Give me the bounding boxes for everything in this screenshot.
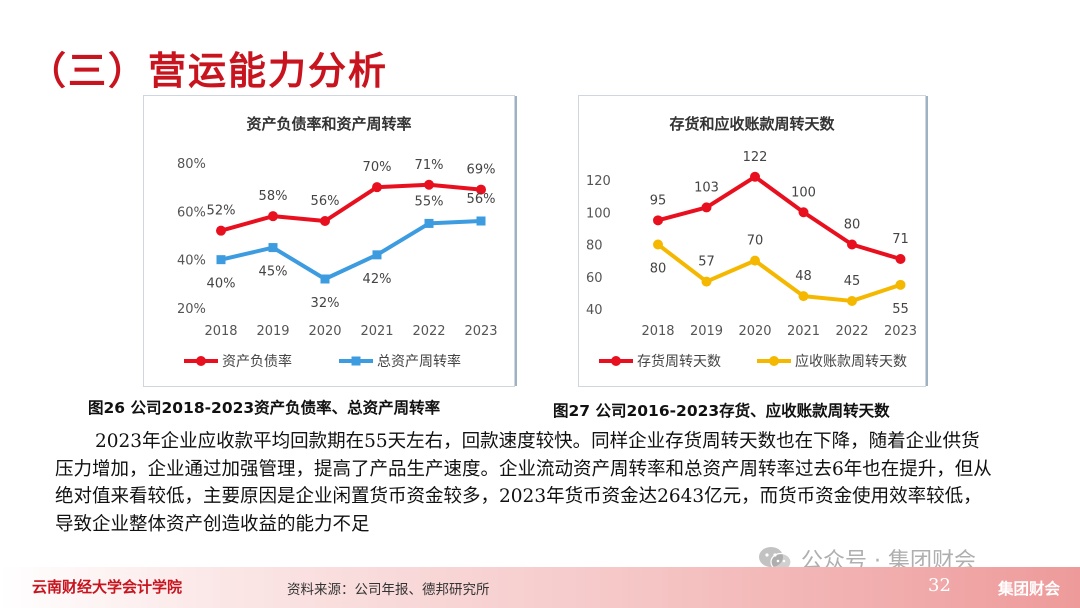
series-line — [656, 242, 902, 303]
series-line — [220, 219, 482, 281]
data-point — [750, 255, 760, 266]
series-line — [220, 182, 482, 233]
data-label: 80 — [844, 218, 861, 233]
data-point — [268, 243, 278, 253]
legend-marker — [196, 356, 206, 366]
data-label: 71% — [415, 158, 444, 173]
data-point — [798, 207, 809, 218]
data-label: 45 — [844, 274, 861, 289]
data-label: 100 — [791, 185, 816, 200]
data-point — [268, 211, 278, 222]
chart-title: 存货和应收账款周转天数 — [669, 115, 835, 133]
data-point — [216, 225, 226, 236]
footer-school: 云南财经大学会计学院 — [32, 578, 183, 596]
data-label: 55% — [415, 194, 444, 209]
data-point — [372, 250, 382, 260]
data-label: 56% — [467, 192, 496, 207]
chart-inventory-receivables: 存货和应收账款周转天数 40 60 80 100 120 2018 2019 2020 2021 2… — [578, 95, 928, 387]
legend-label: 应收账款周转天数 — [795, 353, 907, 370]
y-tick-label: 100 — [586, 206, 611, 221]
data-label: 70 — [747, 234, 764, 249]
data-point — [653, 215, 663, 226]
legend-marker — [611, 356, 621, 366]
data-point — [476, 184, 486, 195]
data-label: 57 — [698, 255, 715, 270]
data-label: 122 — [743, 150, 768, 165]
series-line — [657, 174, 902, 261]
y-tick-label: 80 — [586, 239, 603, 254]
analysis-paragraph-container: 2023年企业应收款平均回款期在55天左右，回款速度较快。同样企业存货周转天数也… — [55, 428, 995, 538]
x-tick-label: 2022 — [412, 324, 445, 339]
x-tick-label: 2021 — [360, 324, 393, 339]
y-tick-label: 80% — [177, 157, 206, 172]
y-tick-label: 120 — [586, 174, 611, 189]
data-point — [847, 239, 857, 250]
data-label: 32% — [311, 296, 340, 311]
x-tick-label: 2018 — [641, 324, 674, 339]
data-point — [798, 291, 809, 302]
footer-bar: 云南财经大学会计学院 资料来源：公司年报、德邦研究所 32 集团财会 — [0, 567, 1080, 608]
legend-label: 资产负债率 — [222, 353, 292, 370]
x-tick-label: 2023 — [884, 324, 917, 339]
y-tick-label: 20% — [177, 302, 206, 317]
data-point — [216, 255, 226, 265]
chart-inventory-receivables-caption: 图27 公司2016-2023存货、应收账款周转天数 — [553, 402, 890, 420]
data-point — [895, 279, 906, 290]
x-tick-label: 2020 — [738, 324, 771, 339]
data-point — [320, 274, 330, 284]
x-tick-label: 2023 — [464, 324, 497, 339]
data-label: 58% — [259, 189, 288, 204]
footer-source: 资料来源：公司年报、德邦研究所 — [287, 582, 490, 598]
chart-debt-turnover-caption: 图26 公司2018-2023资产负债率、总资产周转率 — [88, 399, 441, 417]
data-point — [895, 254, 906, 265]
data-point — [424, 218, 434, 228]
data-point — [372, 182, 382, 193]
data-point — [701, 276, 712, 287]
data-point — [424, 179, 434, 190]
data-label: 69% — [467, 163, 496, 178]
data-point — [701, 202, 712, 213]
data-label: 70% — [363, 160, 392, 175]
legend-marker — [351, 356, 361, 366]
x-tick-label: 2019 — [256, 324, 289, 339]
data-label: 71 — [892, 232, 909, 247]
data-point — [750, 171, 760, 182]
chart-title: 资产负债率和资产周转率 — [246, 115, 411, 133]
data-point — [476, 216, 486, 226]
data-label: 48 — [795, 269, 812, 284]
slide-title: （三）营运能力分析 — [28, 49, 389, 93]
data-label: 42% — [363, 272, 392, 287]
x-tick-label: 2021 — [787, 324, 820, 339]
data-label: 56% — [311, 194, 340, 209]
data-label: 55 — [892, 302, 909, 317]
analysis-paragraph: 2023年企业应收款平均回款期在55天左右，回款速度较快。同样企业存货周转天数也… — [55, 431, 992, 535]
data-label: 45% — [259, 265, 288, 280]
data-label: 52% — [207, 204, 236, 219]
x-tick-label: 2018 — [204, 324, 237, 339]
y-tick-label: 40% — [177, 254, 206, 269]
data-point — [320, 216, 330, 226]
legend-label: 存货周转天数 — [637, 353, 721, 370]
footer-brand: 集团财会 — [998, 580, 1061, 598]
page-number: 32 — [928, 575, 951, 596]
y-tick-label: 40 — [586, 303, 603, 318]
wechat-icon — [759, 547, 792, 572]
x-tick-label: 2022 — [835, 324, 868, 339]
data-label: 103 — [694, 180, 719, 195]
data-point — [653, 239, 663, 250]
y-tick-label: 60% — [177, 205, 206, 220]
chart-debt-turnover: 资产负债率和资产周转率 20% 40% 60% 80% 2018 2019 2020 2021 2… — [143, 95, 517, 387]
data-point — [847, 295, 857, 306]
data-label: 80 — [650, 262, 667, 277]
data-label: 95 — [650, 193, 667, 208]
chart-inventory-receivables-svg: 存货和应收账款周转天数 40 60 80 100 120 2018 2019 2020 2021 2… — [586, 115, 917, 370]
x-tick-label: 2019 — [690, 324, 723, 339]
data-label: 40% — [207, 277, 236, 292]
legend-marker — [769, 356, 779, 366]
x-tick-label: 2020 — [308, 324, 341, 339]
y-tick-label: 60 — [586, 271, 603, 286]
legend-label: 总资产周转率 — [377, 353, 461, 370]
